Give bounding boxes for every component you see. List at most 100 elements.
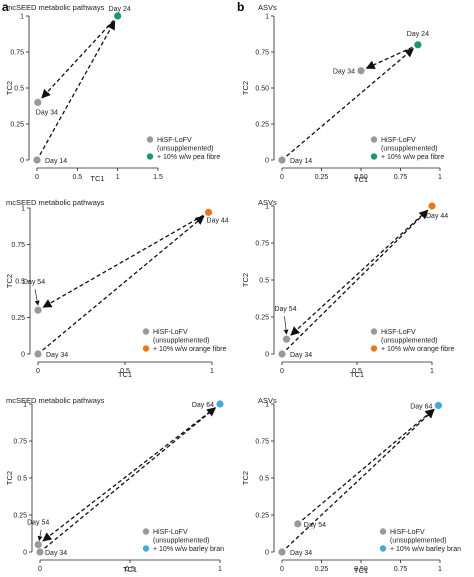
y-axis-label: TC2 bbox=[241, 273, 250, 287]
trajectory-arrow bbox=[285, 209, 429, 351]
legend-line: HiSF-LoFV bbox=[153, 329, 188, 336]
legend-entry: + 10% w/w pea fibre bbox=[381, 154, 444, 161]
x-tick-label: 0.5 bbox=[125, 566, 135, 573]
legend-marker bbox=[379, 545, 387, 552]
data-point bbox=[357, 67, 365, 75]
legend-marker bbox=[379, 528, 387, 535]
legend-entry: HiSF-LoFV (unsupplemented) bbox=[157, 137, 213, 153]
point-label: Day 54 bbox=[27, 520, 49, 527]
y-tick-label: 1 bbox=[23, 402, 27, 409]
legend-marker bbox=[370, 136, 378, 143]
x-tick-label: 1 bbox=[218, 566, 222, 573]
y-tick-label: 0.5 bbox=[259, 476, 269, 483]
x-tick-label: 0.50 bbox=[354, 174, 368, 181]
y-tick-label: 0.75 bbox=[13, 439, 27, 446]
trajectory-arrow bbox=[42, 215, 205, 351]
x-tick-label: 0.50 bbox=[354, 566, 368, 573]
legend-marker bbox=[146, 153, 154, 160]
y-axis-label: TC2 bbox=[241, 81, 250, 95]
y-tick-label: 0.25 bbox=[10, 122, 24, 129]
legend-line: HiSF-LoFV bbox=[157, 137, 192, 144]
y-tick-label: 1 bbox=[21, 206, 25, 213]
data-point bbox=[204, 208, 213, 216]
legend-line: (unsupplemented) bbox=[390, 538, 446, 545]
chart-title: ASVs bbox=[258, 3, 277, 12]
legend-marker bbox=[142, 528, 150, 535]
x-tick-label: 0.75 bbox=[394, 174, 408, 181]
trajectory-arrow bbox=[44, 407, 217, 549]
trajectory-arrow bbox=[301, 408, 435, 521]
legend-line: (unsupplemented) bbox=[157, 146, 213, 153]
x-tick-label: 0.75 bbox=[394, 566, 408, 573]
legend-entry: + 10% w/w orange fibre bbox=[153, 346, 226, 353]
point-label: Day 34 bbox=[36, 109, 58, 116]
label-pointer bbox=[283, 316, 289, 335]
y-tick-label: 0.25 bbox=[255, 513, 269, 520]
legend-entry: HiSF-LoFV (unsupplemented) bbox=[153, 329, 209, 345]
x-tick-label: 0 bbox=[38, 566, 42, 573]
point-label: Day 64 bbox=[410, 403, 432, 410]
y-tick-label: 0.75 bbox=[10, 50, 24, 57]
y-tick-label: 0.75 bbox=[255, 241, 269, 248]
point-label: Day 34 bbox=[290, 550, 312, 557]
data-point bbox=[278, 548, 286, 556]
legend-marker bbox=[142, 545, 150, 552]
y-tick-label: 0 bbox=[21, 352, 25, 359]
x-tick-label: 1 bbox=[430, 368, 434, 375]
panel-a1: mcSEED metabolic pathways 0 0.25 0.5 0.75 1 0 0… bbox=[5, 3, 220, 183]
y-tick-label: 0.5 bbox=[14, 86, 24, 93]
panel-b3: ASVs 0 0.25 0.5 0.75 1 0 0.25 0.50 0.75 1 TC1 TC2 Day… bbox=[241, 396, 461, 575]
point-label: Day 34 bbox=[290, 352, 312, 359]
x-axis-label: TC1 bbox=[354, 175, 368, 184]
chart-title: ASVs bbox=[258, 198, 277, 207]
data-point bbox=[34, 350, 42, 358]
y-tick-label: 0 bbox=[265, 550, 269, 557]
point-label: Day 34 bbox=[45, 550, 67, 557]
data-point bbox=[114, 12, 122, 20]
panel-a3: mcSEED metabolic pathways 0 0.25 0.5 0.75 1 0 0… bbox=[5, 396, 224, 574]
legend-marker bbox=[370, 153, 378, 160]
panel-b1: ASVs 0 0.25 0.50 0.75 1 0 0.25 0.50 0.75 1 TC1 TC2 Da… bbox=[241, 3, 444, 184]
y-tick-label: 0.25 bbox=[11, 315, 25, 322]
data-point bbox=[294, 520, 302, 528]
y-tick-label: 0.25 bbox=[255, 122, 269, 129]
data-point bbox=[278, 156, 286, 164]
y-tick-label: 1 bbox=[20, 14, 24, 21]
point-label: Day 64 bbox=[192, 402, 214, 409]
legend-marker bbox=[370, 328, 378, 335]
legend-entry: HiSF-LoFV (unsupplemented) bbox=[381, 329, 437, 345]
y-tick-label: 0 bbox=[265, 352, 269, 359]
y-tick-label: 0.5 bbox=[259, 278, 269, 285]
panel-letter-a: a bbox=[2, 0, 9, 14]
data-point bbox=[428, 202, 436, 210]
y-tick-label: 0.75 bbox=[11, 242, 25, 249]
point-label: Day 44 bbox=[426, 213, 448, 220]
data-point bbox=[33, 156, 41, 164]
data-point bbox=[34, 541, 42, 549]
data-point bbox=[278, 350, 286, 358]
y-tick-label: 0.75 bbox=[255, 50, 269, 57]
x-tick-label: 0.5 bbox=[120, 368, 130, 375]
x-axis-label: TC1 bbox=[350, 370, 364, 379]
chart-title: ASVs bbox=[258, 396, 277, 405]
y-tick-label: 0.5 bbox=[15, 279, 25, 286]
y-tick-label: 0.25 bbox=[255, 315, 269, 322]
legend-line: HiSF-LoFV bbox=[381, 137, 416, 144]
data-point bbox=[434, 401, 443, 410]
legend-line: HiSF-LoFV bbox=[381, 329, 416, 336]
point-label: Day 54 bbox=[304, 522, 326, 529]
x-tick-label: 0 bbox=[36, 368, 40, 375]
y-axis-label: TC2 bbox=[5, 471, 14, 485]
legend-entry: + 10% w/w barley bran bbox=[153, 546, 224, 553]
trajectory-arrow bbox=[42, 407, 216, 542]
chart-title: mcSEED metabolic pathways bbox=[6, 3, 105, 12]
point-label: Day 14 bbox=[45, 158, 67, 165]
y-axis-label: TC2 bbox=[5, 81, 14, 95]
trajectory-arrow bbox=[39, 20, 116, 156]
trajectory-arrow bbox=[42, 214, 204, 308]
x-tick-label: 0 bbox=[280, 566, 284, 573]
panel-b2: ASVs 0 0.25 0.5 0.75 1 0 0.5 1 TC1 TC2 Day 34 Day 44… bbox=[241, 198, 454, 379]
x-axis-label: TC1 bbox=[123, 565, 137, 574]
x-axis-label: TC1 bbox=[354, 566, 368, 575]
